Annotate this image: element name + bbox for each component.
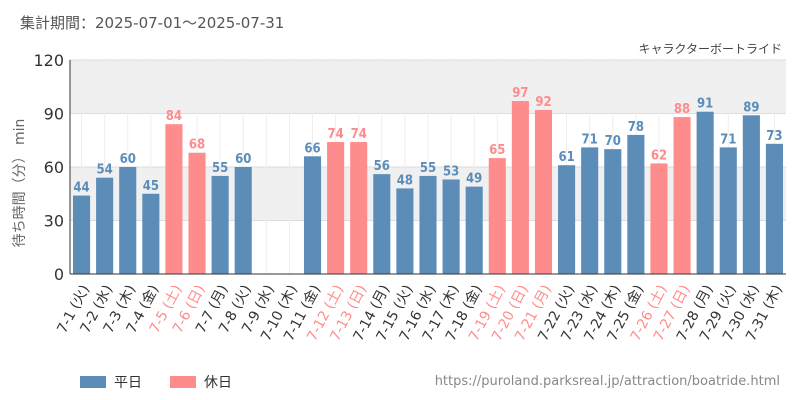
bar [765,143,783,274]
bar-value-label: 44 [73,181,89,196]
bar [581,147,599,274]
bar [419,175,437,274]
bar-value-label: 45 [143,179,159,194]
bar-value-label: 74 [351,127,367,142]
bar [327,142,345,274]
bar-value-label: 49 [466,172,482,187]
bar [188,152,206,274]
bar [604,149,622,274]
bar-layer: 44 54 60 45 84 68 55 60 66 74 74 56 48 55 53 49 65 97 92 61… [73,86,783,275]
weekday-swatch [80,376,106,388]
y-tick-label: 120 [33,51,64,70]
bar [396,188,414,274]
bar-value-label: 55 [212,161,228,176]
holiday-swatch [170,376,196,388]
bar-value-label: 92 [535,95,551,110]
y-tick-label: 90 [44,105,64,124]
y-tick-label: 30 [44,212,64,231]
bar [465,186,483,274]
bar-value-label: 71 [582,132,598,147]
bar-value-label: 71 [720,132,736,147]
bar-value-label: 60 [120,152,136,167]
bar-value-label: 97 [512,86,528,101]
legend-holiday-label: 休日 [204,375,232,391]
bar [96,177,114,274]
bar-value-label: 48 [397,173,413,188]
bar [142,193,160,274]
bar [696,111,714,274]
bar-value-label: 91 [697,97,713,112]
attraction-name: キャラクターボートライド [638,42,782,56]
bar-value-label: 60 [235,152,251,167]
legend-weekday-label: 平日 [114,375,142,391]
bar [442,179,460,274]
bar [165,124,183,274]
bar [558,165,576,274]
bar-value-label: 53 [443,164,459,179]
bar-value-label: 66 [304,141,320,156]
bar-value-label: 55 [420,161,436,176]
bar-value-label: 56 [374,159,390,174]
bar-value-label: 74 [327,127,343,142]
bar [719,147,737,274]
bar-value-label: 88 [674,102,690,117]
bar-value-label: 78 [628,120,644,135]
bar-value-label: 84 [166,109,182,124]
source-url: https://puroland.parksreal.jp/attraction… [434,374,780,389]
bar-value-label: 89 [743,100,759,115]
legend: 平日 休日 [80,372,250,392]
bar-value-label: 62 [651,148,667,163]
bar [511,101,529,275]
bar-value-label: 61 [558,150,574,165]
bar [350,142,368,274]
bar [627,134,645,274]
bar [650,163,668,274]
y-tick-label: 60 [44,158,64,177]
bar-value-label: 73 [766,129,782,144]
period-label: 集計期間：2025-07-01～2025-07-31 [20,14,285,32]
y-tick-label: 0 [54,265,64,284]
y-axis-title: 待ち時間（分） min [12,119,28,248]
legend-holiday: 休日 [170,372,232,392]
bar [73,195,91,274]
bar-value-label: 68 [189,138,205,153]
bar [742,115,760,275]
bar-value-label: 70 [605,134,621,149]
bar [373,174,391,274]
bar [234,167,252,274]
bar [211,175,229,274]
bar [303,156,322,274]
legend-weekday: 平日 [80,372,142,392]
bar-value-label: 65 [489,143,505,158]
bar-value-label: 54 [97,163,113,178]
bar [673,117,691,274]
bar [534,109,553,274]
bar [119,167,137,274]
bar [488,158,506,274]
